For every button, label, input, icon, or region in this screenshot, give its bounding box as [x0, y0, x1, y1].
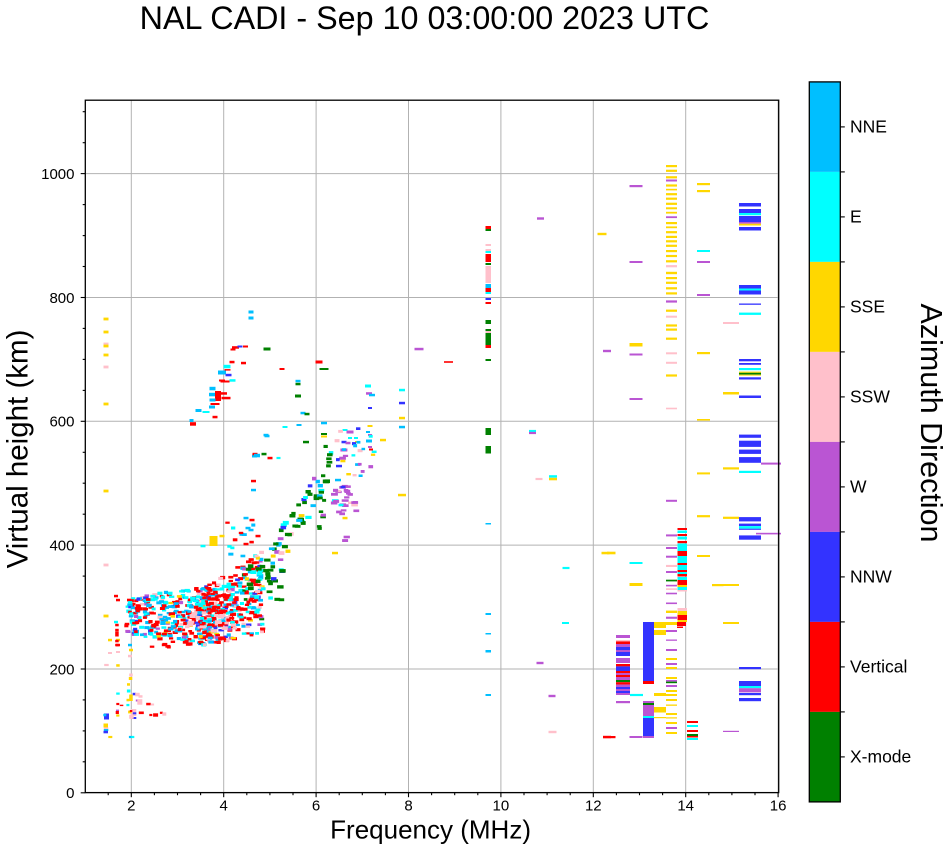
svg-text:10: 10 [493, 798, 510, 815]
svg-text:NNW: NNW [850, 566, 892, 586]
svg-text:E: E [850, 206, 862, 226]
svg-text:200: 200 [49, 661, 74, 678]
svg-text:14: 14 [677, 798, 694, 815]
svg-text:Frequency (MHz): Frequency (MHz) [330, 815, 531, 845]
svg-text:W: W [850, 476, 867, 496]
svg-text:8: 8 [404, 798, 412, 815]
svg-text:2: 2 [127, 798, 135, 815]
svg-text:Virtual height (km): Virtual height (km) [2, 330, 35, 569]
svg-text:16: 16 [770, 798, 787, 815]
svg-text:12: 12 [585, 798, 602, 815]
svg-text:4: 4 [220, 798, 228, 815]
svg-text:NAL CADI - Sep 10 03:00:00 202: NAL CADI - Sep 10 03:00:00 2023 UTC [140, 0, 710, 36]
svg-text:800: 800 [49, 290, 74, 307]
svg-text:1000: 1000 [41, 166, 74, 183]
svg-text:600: 600 [49, 414, 74, 431]
svg-text:Vertical: Vertical [850, 656, 907, 676]
svg-text:Azimuth Direction: Azimuth Direction [914, 303, 948, 542]
svg-text:6: 6 [312, 798, 320, 815]
svg-text:NNE: NNE [850, 116, 887, 136]
svg-text:SSE: SSE [850, 296, 885, 316]
svg-text:400: 400 [49, 537, 74, 554]
svg-text:0: 0 [66, 785, 74, 802]
svg-text:SSW: SSW [850, 386, 890, 406]
svg-text:X-mode: X-mode [850, 746, 911, 766]
